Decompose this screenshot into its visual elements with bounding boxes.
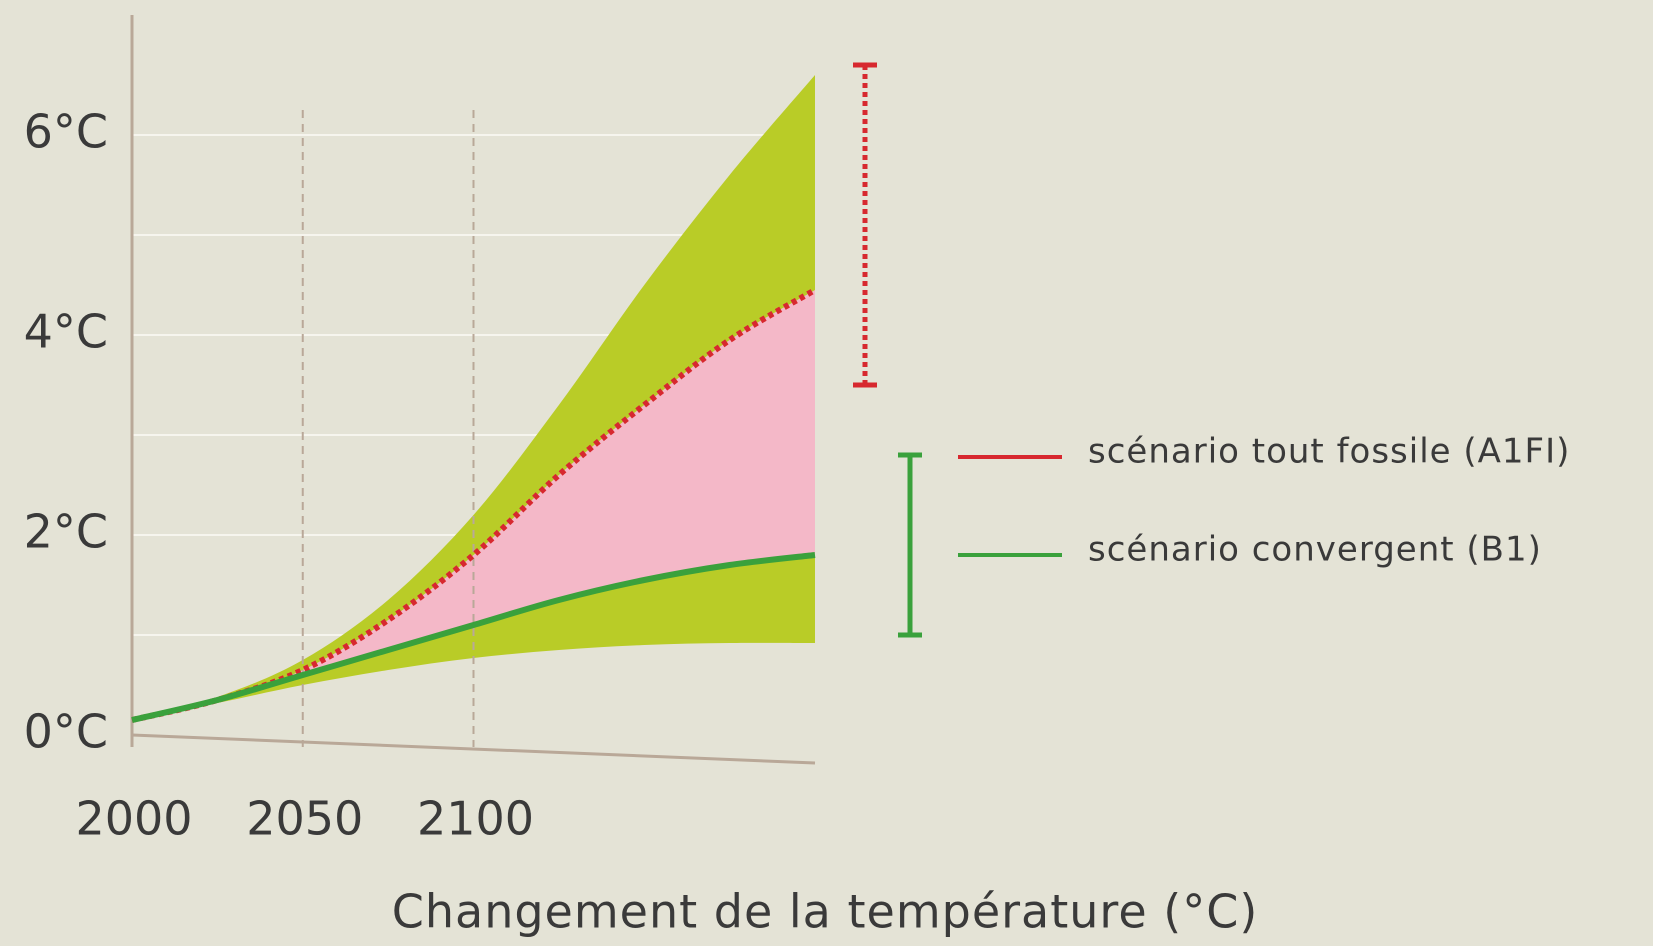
x-axis [131,733,816,765]
y-tick-label: 0°C [24,705,108,759]
x-tick-label: 2000 [75,792,192,846]
y-tick-label: 2°C [24,505,108,559]
chart-title: Changement de la température (°C) [392,885,1259,939]
y-tick-label: 4°C [24,305,108,359]
legend-label: scénario tout fossile (A1FI) [1088,432,1570,472]
x-tick-label: 2100 [417,792,534,846]
x-tick-label: 2050 [246,792,363,846]
legend-label: scénario convergent (B1) [1088,530,1542,570]
between-area [132,290,815,720]
series-line [131,552,816,723]
y-tick-label: 6°C [24,105,108,159]
